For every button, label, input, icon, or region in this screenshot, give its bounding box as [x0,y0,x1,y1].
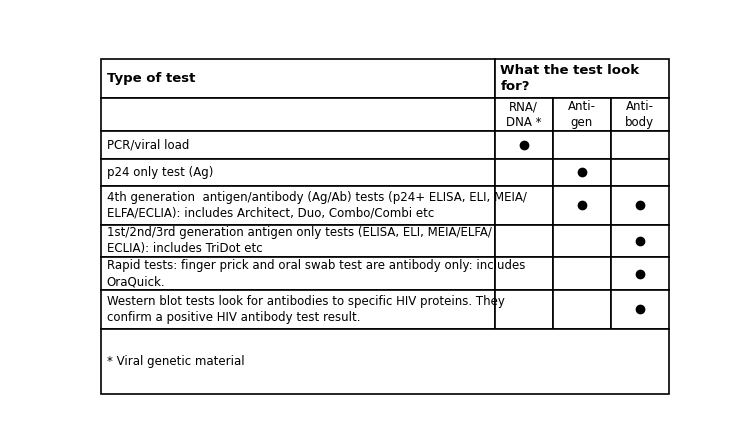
Text: What the test look
for?: What the test look for? [500,64,639,93]
Bar [494,159,553,186]
Bar [611,290,669,329]
Bar [101,99,494,131]
Bar [553,224,611,257]
Text: p24 only test (Ag): p24 only test (Ag) [107,166,213,179]
Bar [101,257,494,290]
Bar [101,186,494,224]
Bar [494,59,669,99]
Bar [611,186,669,224]
Bar [494,224,553,257]
Bar [611,131,669,159]
Bar [101,59,494,99]
Text: Western blot tests look for antibodies to specific HIV proteins. They
confirm a : Western blot tests look for antibodies t… [107,295,505,324]
Bar [494,99,553,131]
Text: * Viral genetic material: * Viral genetic material [107,354,244,368]
Bar [101,329,669,393]
Text: Rapid tests: finger prick and oral swab test are antibody only: includes
OraQuic: Rapid tests: finger prick and oral swab … [107,259,525,288]
Bar [553,159,611,186]
Bar [494,131,553,159]
Bar [553,290,611,329]
Text: Anti-
body: Anti- body [626,100,654,129]
Bar [553,99,611,131]
Bar [611,224,669,257]
Bar [553,131,611,159]
Text: 1st/2nd/3rd generation antigen only tests (ELISA, ELI, MEIA/ELFA/
ECLIA): includ: 1st/2nd/3rd generation antigen only test… [107,226,492,255]
Bar [553,257,611,290]
Bar [101,131,494,159]
Bar [611,257,669,290]
Bar [553,186,611,224]
Bar [101,290,494,329]
Bar [611,159,669,186]
Text: 4th generation  antigen/antibody (Ag/Ab) tests (p24+ ELISA, ELI, MEIA/
ELFA/ECLI: 4th generation antigen/antibody (Ag/Ab) … [107,191,526,220]
Text: RNA/
DNA *: RNA/ DNA * [506,100,541,129]
Bar [494,186,553,224]
Text: Type of test: Type of test [107,72,195,85]
Text: Anti-
gen: Anti- gen [568,100,596,129]
Bar [101,159,494,186]
Bar [494,290,553,329]
Bar [101,224,494,257]
Bar [494,257,553,290]
Bar [611,99,669,131]
Text: PCR/viral load: PCR/viral load [107,138,189,151]
